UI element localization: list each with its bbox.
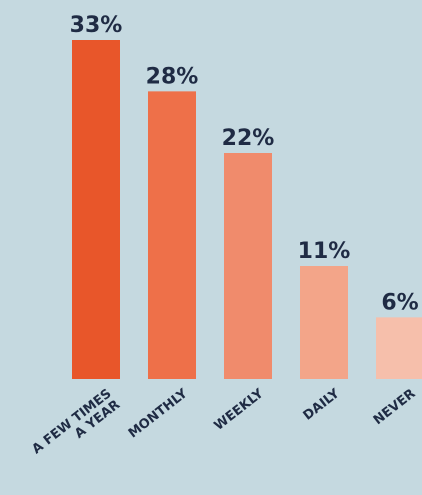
bar-1 [148, 91, 196, 379]
category-label-1: MONTHLY [126, 386, 191, 441]
bar-0 [72, 40, 120, 379]
bars-layer [72, 40, 422, 379]
bar-3 [300, 266, 348, 379]
bar-2 [224, 153, 272, 379]
bar-4 [376, 317, 422, 379]
value-labels-layer: 33% 28% 22% 11% 6% [70, 13, 419, 315]
category-label-4: NEVER [371, 386, 419, 428]
value-label-0: 33% [70, 13, 123, 38]
category-label-2: WEEKLY [212, 386, 267, 434]
value-label-4: 6% [381, 290, 418, 315]
value-label-3: 11% [298, 239, 351, 264]
value-label-2: 22% [222, 126, 275, 151]
category-label-3: DAILY [301, 386, 343, 424]
value-label-1: 28% [146, 64, 199, 89]
category-labels-layer: A FEW TIMESA YEAR MONTHLY WEEKLY DAILY NEVER [29, 386, 419, 468]
category-label-0: A FEW TIMESA YEAR [29, 386, 123, 468]
